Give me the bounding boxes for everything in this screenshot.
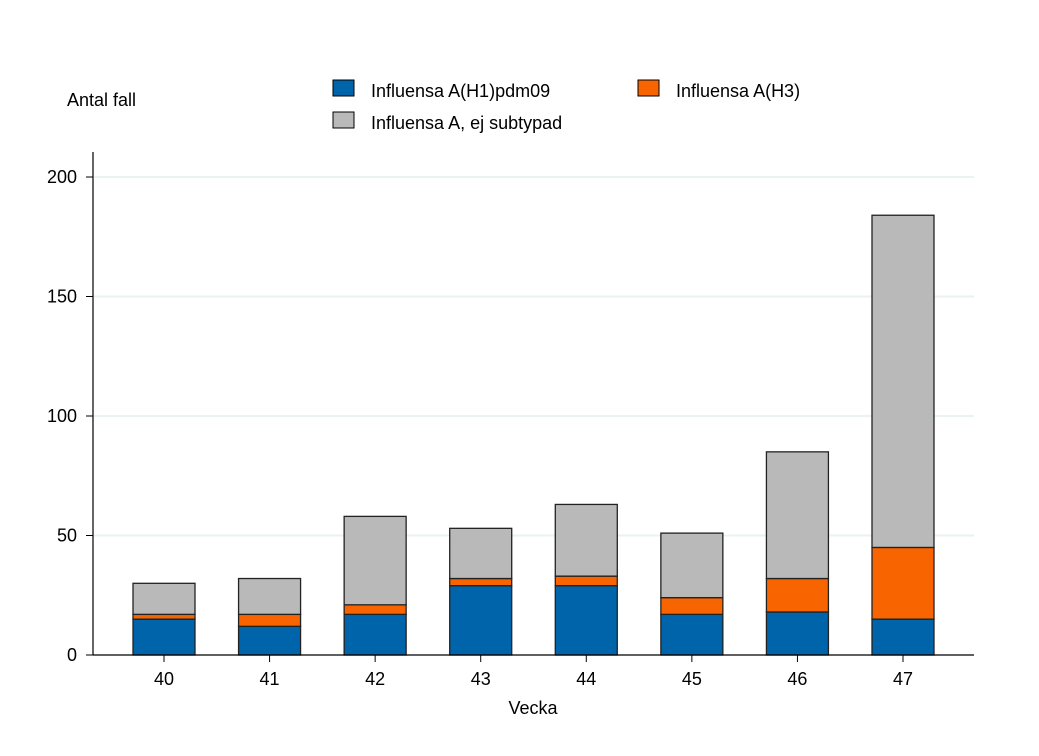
bar-segment-h1pdm09-week-40 bbox=[132, 618, 196, 656]
bar-segment-h1pdm09-week-44 bbox=[554, 585, 618, 656]
bar-segment-ej-subtypad-week-45 bbox=[660, 532, 724, 599]
y-ticks: 0 50 100 150 200 bbox=[47, 167, 93, 665]
bar-segment-h1pdm09-week-41 bbox=[237, 625, 302, 656]
x-tick-label: 47 bbox=[893, 669, 913, 689]
x-tick-label: 41 bbox=[260, 669, 280, 689]
y-tick-label: 200 bbox=[47, 167, 77, 187]
bars bbox=[132, 214, 935, 656]
bar-segment-h3-week-47 bbox=[871, 546, 935, 620]
x-axis-label: Vecka bbox=[508, 698, 558, 718]
x-tick-label: 46 bbox=[787, 669, 807, 689]
bar-segment-h3-week-44 bbox=[554, 575, 618, 587]
legend-label-h1: Influensa A(H1)pdm09 bbox=[371, 81, 550, 101]
bar-segment-ej-subtypad-week-43 bbox=[449, 527, 513, 580]
bar-segment-ej-subtypad-week-41 bbox=[237, 577, 302, 616]
bar-segment-h1pdm09-week-47 bbox=[871, 618, 935, 656]
bar-segment-h1pdm09-week-46 bbox=[765, 611, 830, 656]
x-tick-label: 45 bbox=[682, 669, 702, 689]
legend-swatch-ej-subtypad bbox=[332, 111, 355, 129]
x-tick-label: 40 bbox=[154, 669, 174, 689]
bar-segment-ej-subtypad-week-47 bbox=[871, 214, 935, 549]
legend-swatch-h1 bbox=[332, 79, 355, 97]
bar-segment-h3-week-46 bbox=[765, 577, 830, 613]
y-axis-label: Antal fall bbox=[67, 90, 136, 110]
legend-label-ej-subtypad: Influensa A, ej subtypad bbox=[371, 113, 562, 133]
bar-segment-ej-subtypad-week-42 bbox=[343, 515, 407, 606]
bar-segment-ej-subtypad-week-46 bbox=[765, 451, 830, 580]
y-tick-label: 150 bbox=[47, 287, 77, 307]
gridlines bbox=[94, 176, 974, 537]
bar-segment-ej-subtypad-week-40 bbox=[132, 582, 196, 616]
legend-label-h3: Influensa A(H3) bbox=[676, 81, 800, 101]
bar-segment-h3-week-43 bbox=[449, 577, 513, 587]
y-tick-label: 50 bbox=[57, 526, 77, 546]
bar-segment-h1pdm09-week-43 bbox=[449, 585, 513, 656]
bar-segment-h3-week-41 bbox=[237, 613, 302, 627]
bar-segment-ej-subtypad-week-44 bbox=[554, 503, 618, 577]
x-tick-label: 43 bbox=[471, 669, 491, 689]
x-tick-label: 42 bbox=[365, 669, 385, 689]
legend: Influensa A(H1)pdm09 Influensa A(H3) Inf… bbox=[332, 79, 800, 133]
bar-segment-h1pdm09-week-42 bbox=[343, 613, 407, 656]
x-tick-label: 44 bbox=[576, 669, 596, 689]
bar-segment-h3-week-45 bbox=[660, 596, 724, 616]
bar-segment-h1pdm09-week-45 bbox=[660, 613, 724, 656]
bar-segment-h3-week-42 bbox=[343, 604, 407, 616]
y-tick-label: 100 bbox=[47, 406, 77, 426]
x-ticks: 40 41 42 43 44 45 46 47 bbox=[154, 655, 913, 689]
legend-swatch-h3 bbox=[637, 79, 660, 97]
bar-segment-h3-week-40 bbox=[132, 613, 196, 620]
y-tick-label: 0 bbox=[67, 645, 77, 665]
